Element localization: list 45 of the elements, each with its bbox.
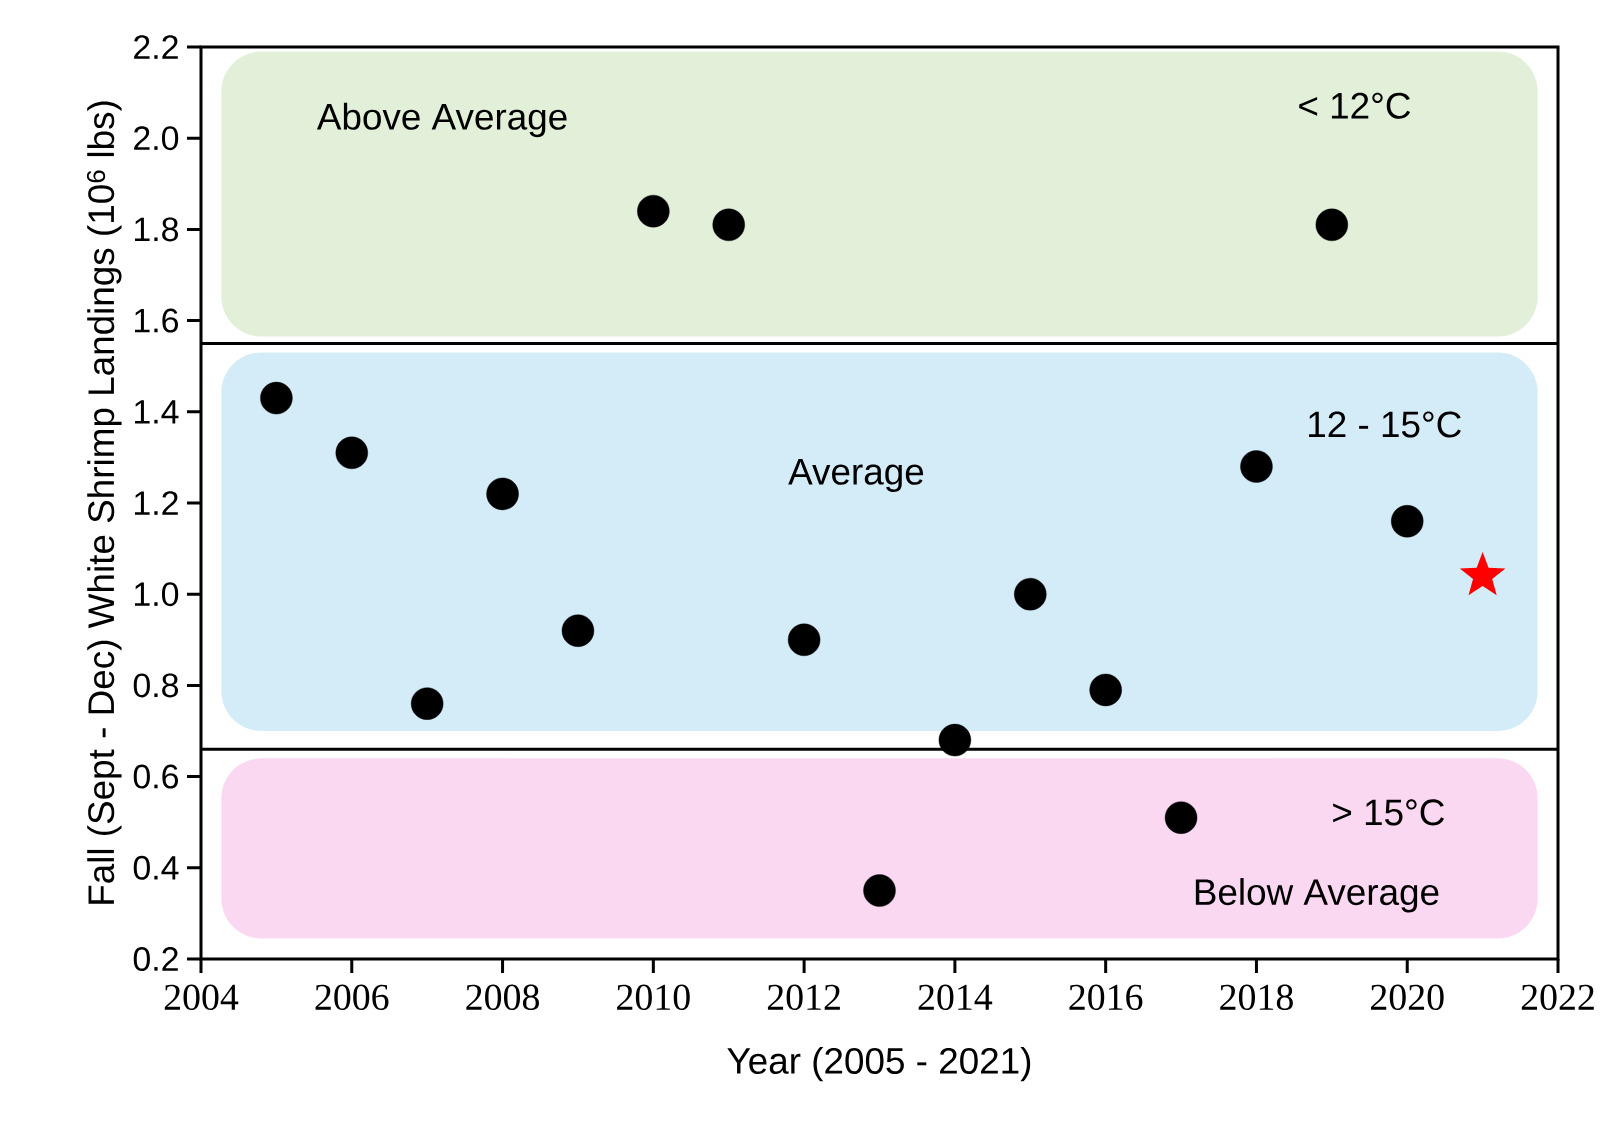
point (1315, 208, 1349, 242)
y-tick-label: 0.4 (133, 855, 179, 880)
point (486, 477, 519, 511)
y-tick-label: 1.2 (134, 491, 178, 515)
y-tick-label: 2.0 (134, 126, 179, 151)
y-axis-title: Fall (Sept - Dec) White Shrimp Landings (10$^{6}$ lbs) (86, 101, 122, 904)
point (938, 723, 972, 757)
annotation: 12 - 15°C (1309, 411, 1461, 438)
point (1240, 450, 1273, 483)
point (260, 381, 293, 415)
point (637, 194, 670, 228)
y-tick-label: 1.8 (134, 217, 179, 242)
x-tick-label: 2016 (1069, 984, 1143, 1011)
x-tick-label: 2022 (1521, 984, 1594, 1011)
x-tick-label: 2014 (918, 984, 993, 1011)
y-tick-label: 1.4 (134, 400, 179, 424)
y-tick-label: 0.6 (133, 764, 178, 789)
annotation: > 15°C (1333, 799, 1445, 826)
y-tick-label: 1.0 (134, 582, 179, 607)
point (1164, 801, 1198, 834)
point (1391, 505, 1424, 538)
point (787, 623, 821, 656)
x-tick-label: 2008 (466, 984, 539, 1011)
y-tick-label: 0.2 (133, 947, 178, 971)
point (561, 614, 595, 647)
y-tick-label: 2.2 (134, 35, 178, 59)
point (863, 874, 896, 907)
point (410, 687, 444, 720)
x-tick-label: 2004 (164, 984, 239, 1011)
band-label: Above Average (316, 102, 567, 138)
x-tick-label: 2020 (1371, 984, 1444, 1011)
x-tick-label: 2012 (767, 984, 840, 1011)
x-axis-title: Year (2005 - 2021) (727, 1046, 1031, 1082)
point (1089, 673, 1122, 707)
y-tick-label: 0.8 (133, 673, 179, 698)
annotation: < 12°C (1299, 92, 1411, 119)
band-label: Average (788, 459, 924, 493)
y-tick-label: 1.6 (134, 308, 178, 333)
point (335, 436, 368, 470)
point (712, 208, 745, 242)
x-tick-label: 2010 (617, 984, 690, 1011)
band-label: Below Average (1195, 878, 1439, 913)
x-tick-label: 2018 (1220, 984, 1293, 1011)
x-tick-label: 2006 (315, 984, 389, 1011)
point (1014, 578, 1047, 611)
